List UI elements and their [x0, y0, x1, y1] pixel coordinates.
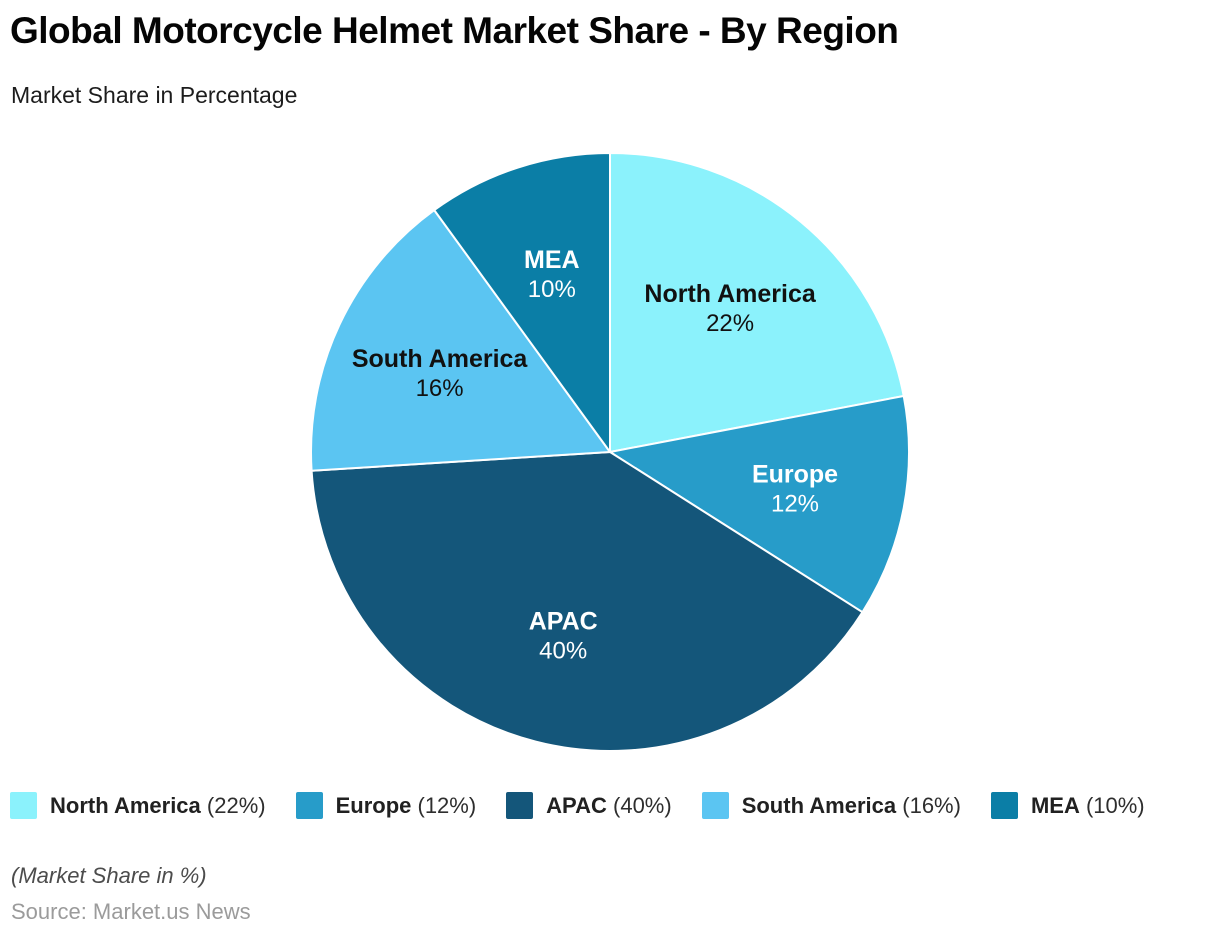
legend-item-north-america: North America (22%) — [10, 792, 266, 819]
legend-value: (10%) — [1079, 792, 1145, 818]
legend-text: APAC (40%) — [546, 793, 672, 819]
legend-item-apac: APAC (40%) — [506, 792, 672, 819]
slice-label-north-america: North America — [644, 280, 816, 308]
legend-value: (40%) — [606, 792, 672, 818]
legend-text: MEA (10%) — [1031, 793, 1145, 819]
slice-value-south-america: 16% — [416, 375, 464, 402]
legend-text: Europe (12%) — [336, 793, 477, 819]
legend-swatch-north-america — [10, 792, 37, 819]
slice-label-mea: MEA — [524, 246, 580, 274]
slice-value-europe: 12% — [771, 490, 819, 517]
source-attribution: Source: Market.us News — [11, 899, 251, 924]
legend-label: MEA — [1030, 792, 1080, 818]
legend-label: North America — [50, 792, 201, 818]
chart-title: Global Motorcycle Helmet Market Share - … — [10, 10, 899, 51]
footnote: (Market Share in %) — [11, 863, 207, 888]
legend-item-mea: MEA (10%) — [990, 792, 1145, 819]
legend-label: APAC — [546, 792, 607, 818]
legend-value: (12%) — [411, 792, 477, 818]
legend-text: North America (22%) — [50, 793, 266, 819]
pie-chart: North America 22% Europe 12% APAC 40% South Am… — [300, 142, 920, 762]
slice-value-mea: 10% — [528, 276, 576, 303]
legend-swatch-apac — [506, 792, 534, 819]
slice-value-apac: 40% — [539, 638, 587, 665]
legend-swatch-south-america — [701, 792, 729, 819]
pie-slice-mea — [433, 152, 611, 453]
legend-label: South America — [741, 792, 897, 818]
slice-label-south-america: South America — [352, 345, 529, 373]
legend-item-south-america: South America (16%) — [701, 792, 961, 819]
pie-slice-south-america — [310, 209, 611, 472]
legend: North America (22%) Europe (12%) APAC (40%… — [10, 792, 1210, 819]
legend-text: South America (16%) — [742, 793, 961, 819]
slice-label-europe: Europe — [752, 460, 838, 488]
legend-swatch-europe — [295, 792, 323, 819]
chart-subtitle: Market Share in Percentage — [11, 82, 298, 108]
pie-slice-apac — [310, 451, 864, 752]
legend-swatch-mea — [990, 792, 1018, 819]
pie-slice-north-america — [609, 152, 905, 453]
pie-slice-europe — [609, 394, 910, 614]
legend-item-europe: Europe (12%) — [295, 792, 477, 819]
legend-value: (16%) — [896, 792, 961, 818]
slice-value-north-america: 22% — [706, 310, 754, 337]
legend-label: Europe — [335, 792, 412, 818]
slice-label-apac: APAC — [529, 608, 598, 636]
legend-value: (22%) — [200, 792, 266, 818]
